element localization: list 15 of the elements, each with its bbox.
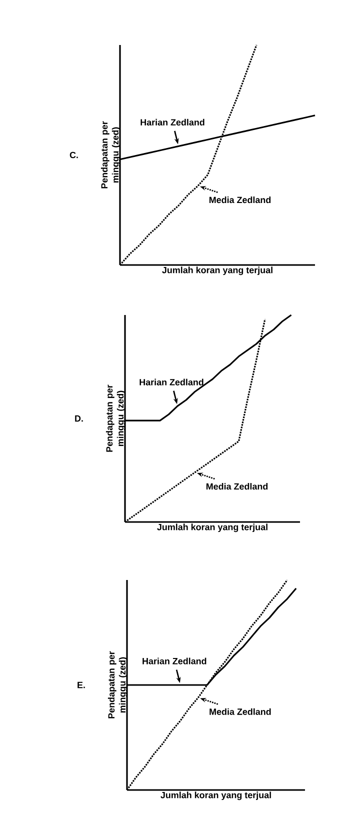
y-axis-title: Pendapatan per minggu (zed) [100, 121, 120, 188]
text: E. [78, 682, 85, 688]
text: D. [75, 415, 83, 422]
legend-label: Media Zedland [206, 483, 268, 490]
series-label: Harian Zedland [140, 118, 204, 126]
x-axis-title: Jumlah koran yang terjual [157, 524, 268, 532]
legend-label: Media Zedland [210, 708, 271, 715]
y-axis-title: Pendapatan per minggu (zed) [106, 384, 126, 452]
series-label: Harian Zedland [142, 658, 206, 664]
text: C. [70, 152, 78, 158]
x-axis-title: Jumlah koran yang terjual [160, 792, 271, 800]
x-axis-title: Jumlah koran yang terjual [162, 266, 272, 276]
legend-label: Media Zedland [209, 196, 271, 204]
series-label: Harian Zedland [140, 378, 204, 386]
y-axis-title: Pendapatan per minggu (zed) [108, 651, 128, 718]
